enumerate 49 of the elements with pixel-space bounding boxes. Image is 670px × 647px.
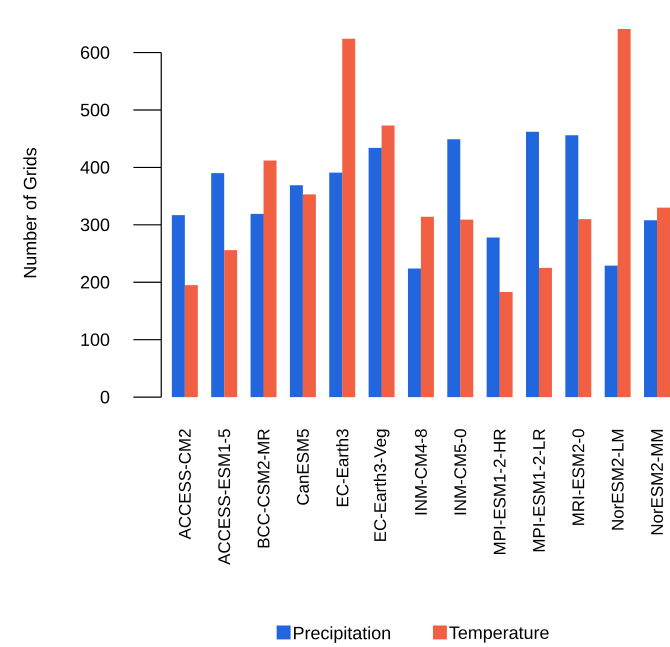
y-tick-label: 0 [100, 390, 110, 404]
legend-label: Precipitation [294, 626, 390, 643]
bar [264, 160, 277, 398]
bar [172, 215, 185, 398]
bar [644, 220, 658, 398]
bar [604, 266, 618, 398]
x-tick-label: MPI-ESM1-2-HR [494, 429, 506, 554]
bar [382, 126, 395, 398]
y-tick-label: 300 [80, 218, 110, 232]
bar [368, 148, 382, 398]
bar [565, 135, 578, 398]
y-tick-label: 200 [80, 276, 110, 289]
x-tick-label: EC-Earth3-Veg [374, 430, 390, 541]
x-tick-label: CanESM5 [296, 429, 309, 505]
x-tick-label: ACCESS-CM2 [178, 429, 191, 540]
bar [211, 173, 224, 398]
bar [538, 268, 552, 398]
bar [290, 185, 303, 398]
legend-label: Temperature [449, 626, 549, 643]
y-tick-label: 400 [80, 161, 110, 174]
bar [618, 29, 631, 398]
x-tick-label: EC-Earth3 [336, 429, 348, 506]
y-tick-label: 600 [80, 46, 110, 59]
bar [526, 132, 539, 398]
bar [447, 139, 460, 398]
bar [657, 208, 670, 398]
x-tick-label: INM-CM4-8 [414, 429, 427, 514]
bar [342, 38, 356, 398]
bar [460, 220, 474, 398]
x-tick-label: ACCESS-ESM1-5 [218, 429, 230, 565]
bar [184, 285, 198, 398]
y-tick-label: 100 [81, 333, 110, 346]
x-tick-label: NorESM2-MM [651, 430, 664, 534]
bar [329, 172, 342, 398]
bar [500, 292, 513, 398]
x-tick-label: MRI-ESM2-0 [572, 429, 584, 525]
x-tick-label: NorESM2-LM [612, 430, 624, 530]
x-tick-label: MPI-ESM1-2-LR [532, 429, 545, 552]
bar [578, 219, 592, 398]
y-axis-title: Number of Grids [23, 148, 36, 278]
bar [486, 238, 500, 398]
y-tick-label: 500 [80, 104, 110, 116]
bar [250, 214, 264, 398]
bar [302, 194, 316, 398]
bar [420, 216, 434, 398]
bar [224, 250, 238, 398]
x-tick-label: INM-CM5-0 [454, 429, 466, 514]
bar [408, 268, 421, 398]
x-tick-label: BCC-CSM2-MR [258, 429, 270, 548]
